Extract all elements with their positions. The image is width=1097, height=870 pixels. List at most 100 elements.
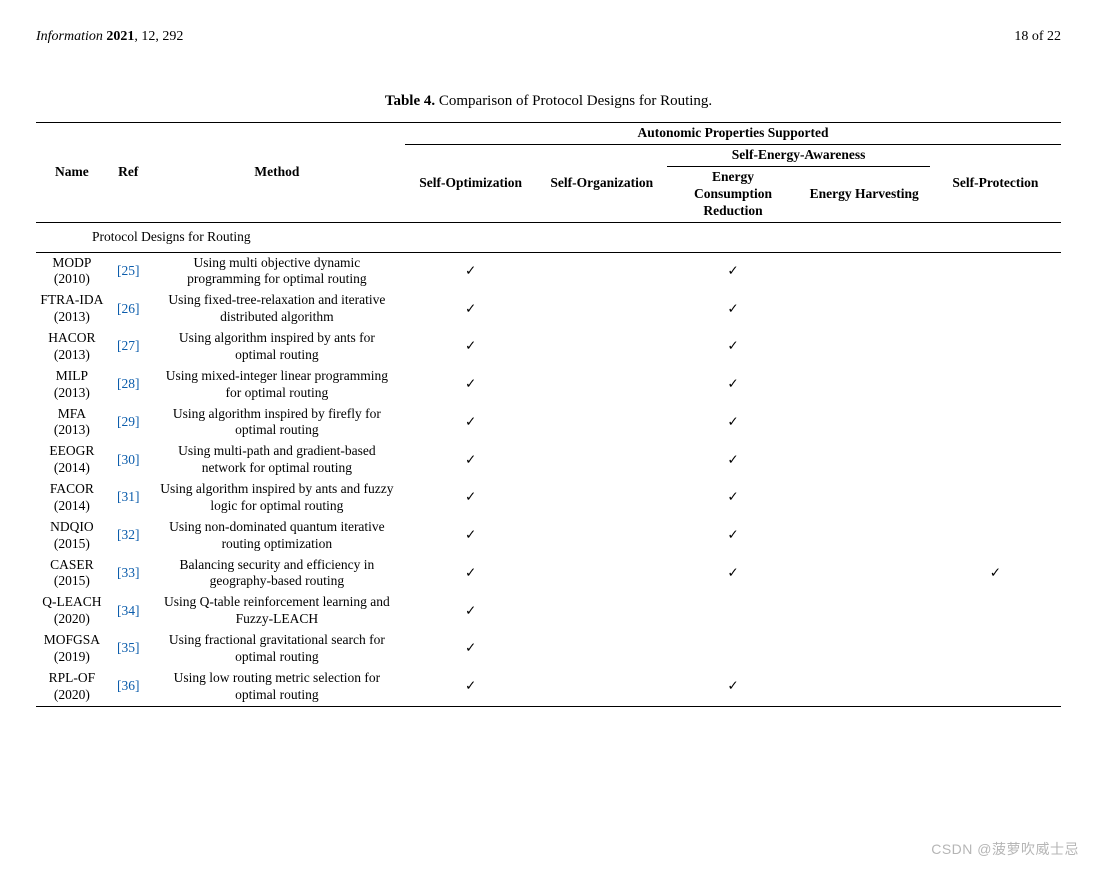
ref-link[interactable]: [32] [117,527,140,542]
cell-check: ✓ [667,290,798,328]
cell-check: ✓ [667,517,798,555]
check-icon: ✓ [465,338,476,353]
cell-check [930,441,1061,479]
watermark: CSDN @菠萝吹威士忌 [931,841,1079,859]
cell-method: Using Q-table reinforcement learning and… [149,592,405,630]
cell-method: Using algorithm inspired by ants for opt… [149,328,405,366]
cell-ref: [33] [108,555,149,593]
cell-check: ✓ [667,555,798,593]
cell-ref: [25] [108,252,149,290]
cell-name: MODP (2010) [36,252,108,290]
col-name: Name [36,123,108,222]
cell-check: ✓ [405,517,536,555]
table-row: MOFGSA (2019)[35]Using fractional gravit… [36,630,1061,668]
col-self-energy-awareness: Self-Energy-Awareness [667,145,929,167]
ref-link[interactable]: [26] [117,301,140,316]
cell-ref: [31] [108,479,149,517]
cell-ref: [32] [108,517,149,555]
cell-check: ✓ [405,441,536,479]
cell-check [930,668,1061,706]
cell-name: FACOR (2014) [36,479,108,517]
cell-check: ✓ [667,366,798,404]
cell-check [799,290,930,328]
cell-check [536,328,667,366]
cell-check [667,592,798,630]
cell-method: Using fixed-tree-relaxation and iterativ… [149,290,405,328]
cell-check [799,441,930,479]
ref-link[interactable]: [30] [117,452,140,467]
cell-method: Using mixed-integer linear programming f… [149,366,405,404]
ref-link[interactable]: [28] [117,376,140,391]
table-row: MFA (2013)[29]Using algorithm inspired b… [36,404,1061,442]
cell-method: Using non-dominated quantum iterative ro… [149,517,405,555]
table-caption-text: Comparison of Protocol Designs for Routi… [439,93,712,109]
cell-name: EEOGR (2014) [36,441,108,479]
cell-method: Balancing security and efficiency in geo… [149,555,405,593]
table-caption-label: Table 4. [385,93,435,109]
cell-check [930,290,1061,328]
ref-link[interactable]: [36] [117,678,140,693]
ref-link[interactable]: [35] [117,640,140,655]
col-ref: Ref [108,123,149,222]
journal-info: Information 2021, 12, 292 [36,28,183,46]
cell-check: ✓ [405,404,536,442]
check-icon: ✓ [727,565,738,580]
check-icon: ✓ [727,376,738,391]
table-row: EEOGR (2014)[30]Using multi-path and gra… [36,441,1061,479]
cell-ref: [34] [108,592,149,630]
ref-link[interactable]: [25] [117,263,140,278]
cell-name: NDQIO (2015) [36,517,108,555]
ref-link[interactable]: [34] [117,603,140,618]
comparison-table: Name Ref Method Autonomic Properties Sup… [36,122,1061,706]
check-icon: ✓ [727,678,738,693]
cell-check [536,668,667,706]
check-icon: ✓ [727,414,738,429]
check-icon: ✓ [465,565,476,580]
page-number: 18 of 22 [1014,28,1061,46]
col-energy-consumption-reduction: Energy Consumption Reduction [667,167,798,223]
cell-check [536,441,667,479]
cell-check: ✓ [667,252,798,290]
table-row: Q-LEACH (2020)[34]Using Q-table reinforc… [36,592,1061,630]
ref-link[interactable]: [31] [117,489,140,504]
check-icon: ✓ [465,527,476,542]
ref-link[interactable]: [27] [117,338,140,353]
check-icon: ✓ [465,414,476,429]
cell-name: MFA (2013) [36,404,108,442]
cell-ref: [26] [108,290,149,328]
cell-check [667,630,798,668]
cell-check: ✓ [405,479,536,517]
cell-check [930,404,1061,442]
ref-link[interactable]: [29] [117,414,140,429]
col-autonomic: Autonomic Properties Supported [405,123,1061,145]
cell-check [536,404,667,442]
table-row: CASER (2015)[33]Balancing security and e… [36,555,1061,593]
check-icon: ✓ [465,452,476,467]
check-icon: ✓ [465,678,476,693]
cell-check [536,592,667,630]
check-icon: ✓ [465,640,476,655]
cell-check [536,479,667,517]
cell-check [799,630,930,668]
cell-ref: [27] [108,328,149,366]
cell-check: ✓ [667,328,798,366]
check-icon: ✓ [465,301,476,316]
table-row: FACOR (2014)[31]Using algorithm inspired… [36,479,1061,517]
page-header: Information 2021, 12, 292 18 of 22 [36,28,1061,46]
cell-check [930,517,1061,555]
cell-ref: [28] [108,366,149,404]
cell-check [536,252,667,290]
ref-link[interactable]: [33] [117,565,140,580]
cell-check [799,668,930,706]
cell-check: ✓ [405,252,536,290]
check-icon: ✓ [727,338,738,353]
section-title: Protocol Designs for Routing [36,222,1061,252]
cell-check [799,517,930,555]
cell-name: HACOR (2013) [36,328,108,366]
cell-check: ✓ [405,668,536,706]
cell-name: MOFGSA (2019) [36,630,108,668]
check-icon: ✓ [465,603,476,618]
col-self-protection: Self-Protection [930,145,1061,223]
cell-check [536,517,667,555]
cell-check: ✓ [667,441,798,479]
